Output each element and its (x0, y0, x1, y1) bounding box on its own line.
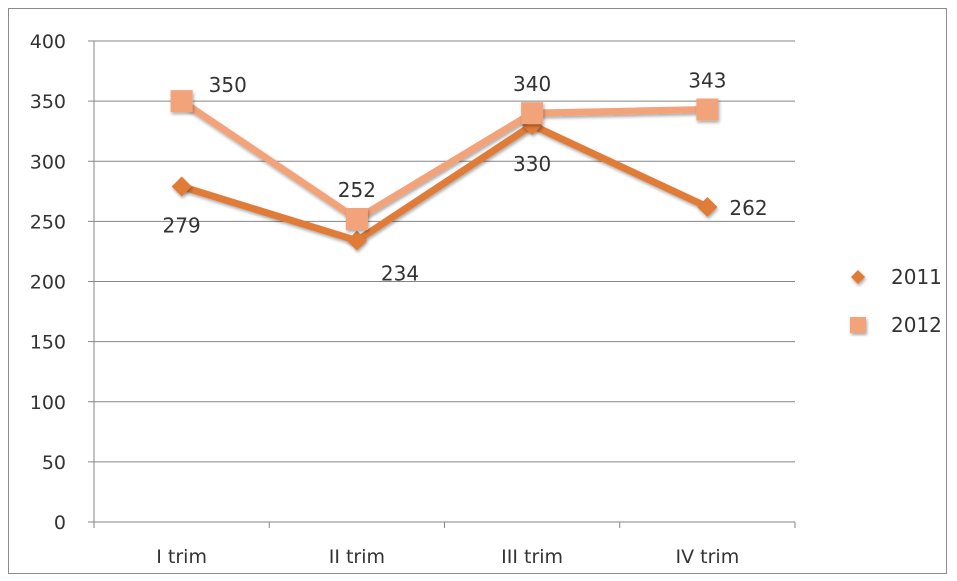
data-point-2011 (171, 176, 192, 197)
data-label-2012: 340 (513, 72, 551, 96)
legend-entry-2011: 2011 (827, 265, 942, 289)
data-label-2011: 330 (513, 152, 551, 176)
data-point-2012 (345, 207, 368, 230)
series-line-2012 (178, 97, 711, 223)
legend-entry-2012: 2012 (827, 313, 942, 337)
data-label-2012: 343 (688, 69, 726, 93)
y-tick-label: 150 (30, 332, 66, 354)
y-tick-label: 350 (30, 91, 66, 113)
axes (88, 40, 796, 528)
data-point-2012 (521, 102, 544, 125)
data-label-2012: 252 (338, 178, 376, 202)
legend-label: 2011 (891, 265, 942, 289)
x-tick-label: IV trim (676, 546, 740, 568)
data-point-2012 (170, 90, 193, 113)
data-label-2011: 279 (163, 214, 201, 238)
y-tick-label: 300 (30, 151, 66, 173)
legend: 2011 2012 (827, 265, 942, 337)
legend-label: 2012 (891, 313, 942, 337)
x-axis-ticks: I trim II trim III trim IV trim (156, 546, 739, 568)
data-point-2011 (346, 230, 367, 251)
series-lines (170, 90, 719, 251)
gridlines (94, 40, 795, 463)
x-tick-label: I trim (156, 546, 207, 568)
legend-marker (850, 317, 866, 333)
data-label-2011: 262 (729, 196, 767, 220)
data-label-2011: 234 (381, 262, 419, 286)
x-tick-label: III trim (501, 546, 563, 568)
data-point-2012 (696, 98, 719, 121)
y-tick-label: 250 (30, 211, 66, 233)
y-tick-label: 100 (30, 392, 66, 414)
y-tick-label: 50 (42, 452, 66, 474)
y-tick-label: 0 (54, 512, 66, 534)
series-line-2011 (178, 121, 711, 245)
x-tick-label: II trim (329, 546, 385, 568)
data-point-2011 (697, 196, 718, 217)
legend-marker (851, 270, 865, 284)
chart-frame: 0 50 100 150 200 250 300 350 400 I trim II trim II… (8, 8, 947, 574)
data-labels: 279 234 330 262 350 252 340 343 (163, 69, 768, 286)
line-chart: 0 50 100 150 200 250 300 350 400 I trim II trim II… (30, 31, 942, 568)
data-label-2012: 350 (209, 73, 247, 97)
y-tick-label: 400 (30, 31, 66, 53)
y-tick-label: 200 (30, 272, 66, 294)
y-axis-ticks: 0 50 100 150 200 250 300 350 400 (30, 31, 66, 534)
